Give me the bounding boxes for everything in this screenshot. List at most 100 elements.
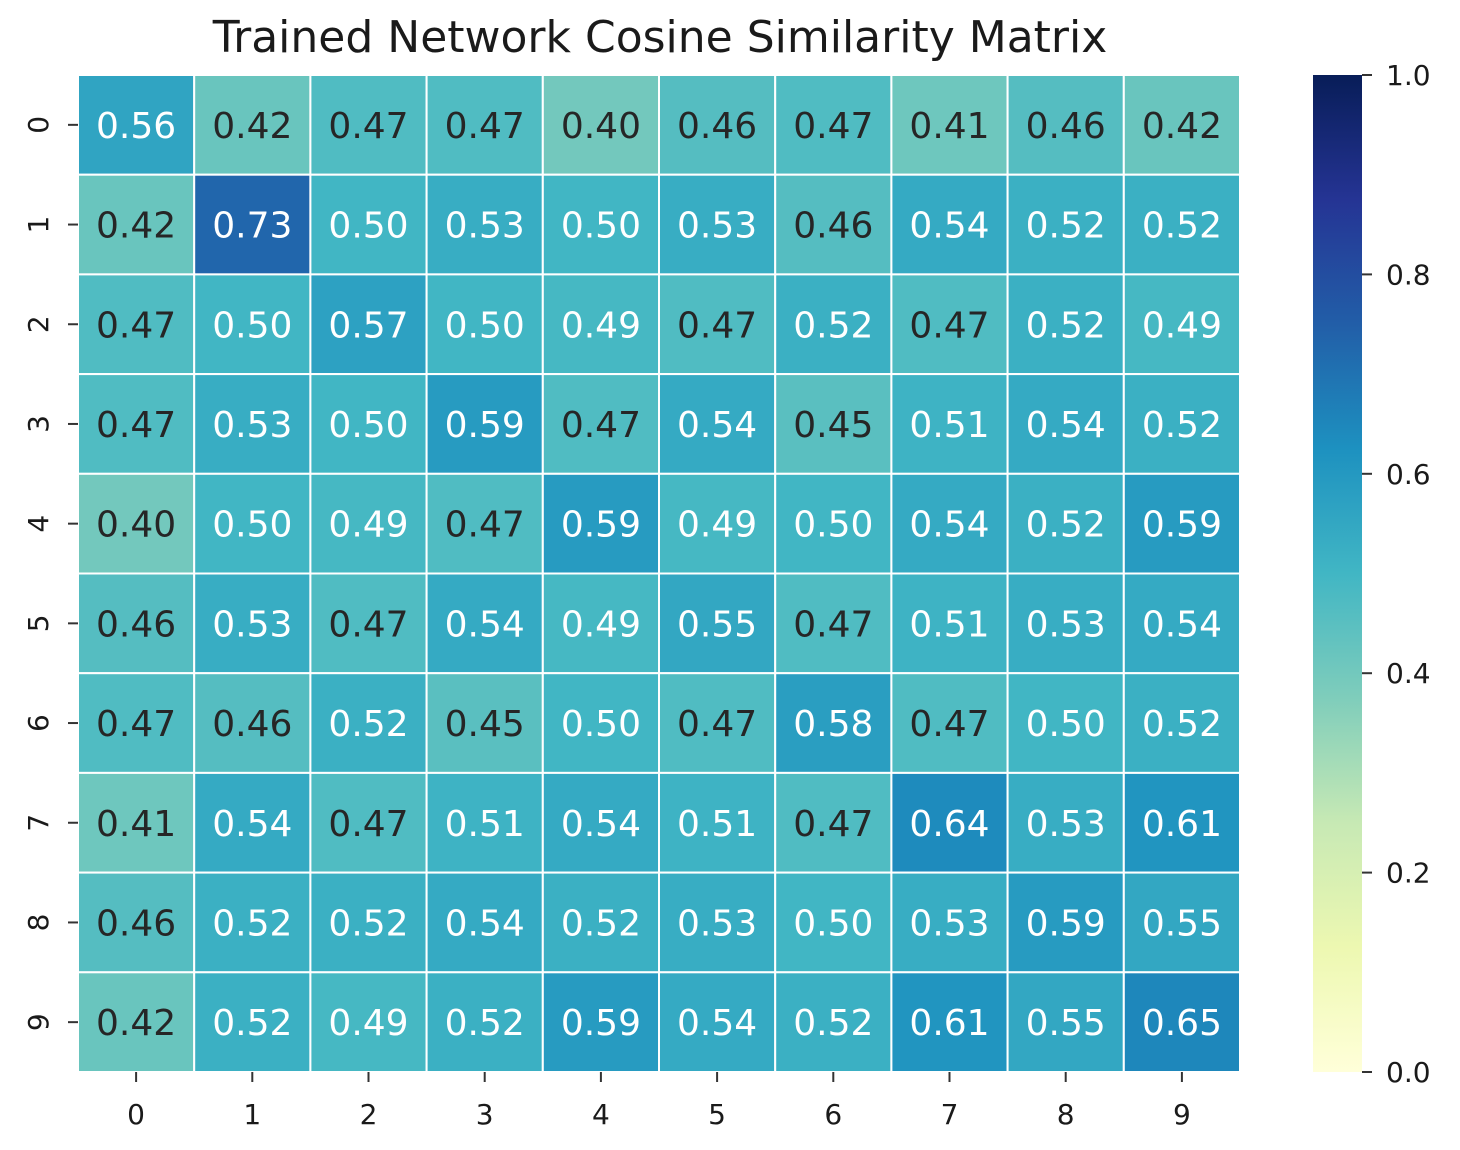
heatmap-cell-9-2 [309,971,428,1073]
y-tick-label-4: 4 [22,515,55,533]
x-tick-label-7: 7 [941,1098,959,1131]
cell-value-label-9-7: 0.61 [909,1003,989,1044]
heatmap-cell-8-4 [541,871,660,974]
cell-value-label-2-4: 0.49 [561,305,641,346]
heatmap-cell-2-9 [1122,273,1242,376]
heatmap-cell-1-2 [309,173,428,276]
cell-value-label-1-3: 0.53 [445,206,525,247]
heatmap-cell-5-8 [1006,572,1125,675]
x-tick-label-5: 5 [708,1098,726,1131]
colorbar-tick-label-0: 0.0 [1386,1056,1431,1089]
colorbar-tick-label-2: 0.4 [1386,657,1431,690]
cell-value-label-3-4: 0.47 [561,405,641,446]
cell-value-label-0-3: 0.47 [445,106,525,147]
heatmap-cell-8-6 [774,871,893,974]
heatmap-cell-7-8 [1006,771,1125,874]
cell-value-label-5-2: 0.47 [328,604,408,645]
heatmap-cell-0-1 [193,74,312,176]
cell-value-label-0-6: 0.47 [793,106,873,147]
heatmap-cell-1-5 [658,173,777,276]
cell-value-label-6-8: 0.50 [1026,704,1106,745]
cell-value-label-0-1: 0.42 [212,106,292,147]
heatmap-cell-0-0 [77,74,196,176]
heatmap-cell-9-1 [193,971,312,1073]
cell-value-label-6-4: 0.50 [561,704,641,745]
heatmap-cell-5-3 [425,572,544,675]
cell-value-label-7-4: 0.54 [561,804,641,845]
cell-value-label-1-0: 0.42 [96,206,176,247]
cell-value-label-2-8: 0.52 [1026,305,1106,346]
heatmap-cell-2-2 [309,273,428,376]
heatmap-cell-3-7 [890,373,1009,475]
cell-value-label-7-8: 0.53 [1026,804,1106,845]
cell-value-label-9-5: 0.54 [677,1003,757,1044]
cell-value-label-5-9: 0.54 [1142,604,1222,645]
heatmap-cell-5-9 [1122,572,1242,675]
heatmap-cell-4-8 [1006,472,1125,575]
cell-value-label-0-2: 0.47 [328,106,408,147]
heatmap-cell-2-0 [77,273,196,376]
cell-value-label-1-2: 0.50 [328,206,408,247]
colorbar-tick-label-1: 0.2 [1386,857,1431,890]
colorbar-tick-label-3: 0.6 [1386,458,1431,491]
heatmap-cell-1-6 [774,173,893,276]
y-tick-label-8: 8 [22,914,55,932]
x-tick-label-2: 2 [360,1098,378,1131]
cell-value-label-7-6: 0.47 [793,804,873,845]
cell-value-label-6-2: 0.52 [328,704,408,745]
cell-value-label-2-2: 0.57 [328,305,408,346]
heatmap-cell-8-8 [1006,871,1125,974]
cell-value-label-8-9: 0.55 [1142,903,1222,944]
cell-value-label-9-0: 0.42 [96,1003,176,1044]
heatmap-cell-1-8 [1006,173,1125,276]
cell-value-label-5-0: 0.46 [96,604,176,645]
heatmap-cell-3-8 [1006,373,1125,475]
cell-value-label-4-7: 0.54 [909,505,989,546]
cell-value-label-6-3: 0.45 [445,704,525,745]
cell-value-label-0-0: 0.56 [96,106,176,147]
heatmap-cell-5-0 [77,572,196,675]
cell-value-label-3-3: 0.59 [445,405,525,446]
cell-value-label-7-9: 0.61 [1142,804,1222,845]
heatmap-cell-7-9 [1122,771,1242,874]
cell-value-label-9-4: 0.59 [561,1003,641,1044]
y-tick-label-6: 6 [22,714,55,732]
cell-value-label-8-0: 0.46 [96,903,176,944]
heatmap-cell-0-2 [309,74,428,176]
heatmap-cell-9-0 [77,971,196,1073]
heatmap-cell-2-4 [541,273,660,376]
cell-value-label-5-1: 0.53 [212,604,292,645]
cell-value-label-0-9: 0.42 [1142,106,1222,147]
cell-value-label-0-8: 0.46 [1026,106,1106,147]
cell-value-label-9-2: 0.49 [328,1003,408,1044]
heatmap-cell-2-1 [193,273,312,376]
heatmap-cell-6-7 [890,672,1009,774]
heatmap-cell-5-4 [541,572,660,675]
heatmap-cell-6-9 [1122,672,1242,774]
cell-value-label-1-7: 0.54 [909,206,989,247]
cell-value-label-8-2: 0.52 [328,903,408,944]
cell-value-label-5-6: 0.47 [793,604,873,645]
cell-value-label-9-6: 0.52 [793,1003,873,1044]
cell-value-label-8-8: 0.59 [1026,903,1106,944]
heatmap-cell-7-7 [890,771,1009,874]
cell-value-label-1-6: 0.46 [793,206,873,247]
heatmap-cell-4-0 [77,472,196,575]
heatmap-cell-8-5 [658,871,777,974]
cell-value-label-1-4: 0.50 [561,206,641,247]
heatmap-cell-9-9 [1122,971,1242,1073]
cell-value-label-0-7: 0.41 [909,106,989,147]
cell-value-label-6-1: 0.46 [212,704,292,745]
cell-value-label-3-1: 0.53 [212,405,292,446]
cell-value-label-1-5: 0.53 [677,206,757,247]
x-tick-label-8: 8 [1057,1098,1075,1131]
cell-value-label-2-0: 0.47 [96,305,176,346]
heatmap-cell-1-7 [890,173,1009,276]
cell-value-label-4-3: 0.47 [445,505,525,546]
cell-value-label-8-7: 0.53 [909,903,989,944]
cell-value-label-8-5: 0.53 [677,903,757,944]
heatmap-cell-6-2 [309,672,428,774]
heatmap-cell-5-1 [193,572,312,675]
y-tick-label-0: 0 [22,116,55,134]
cell-value-label-1-9: 0.52 [1142,206,1222,247]
